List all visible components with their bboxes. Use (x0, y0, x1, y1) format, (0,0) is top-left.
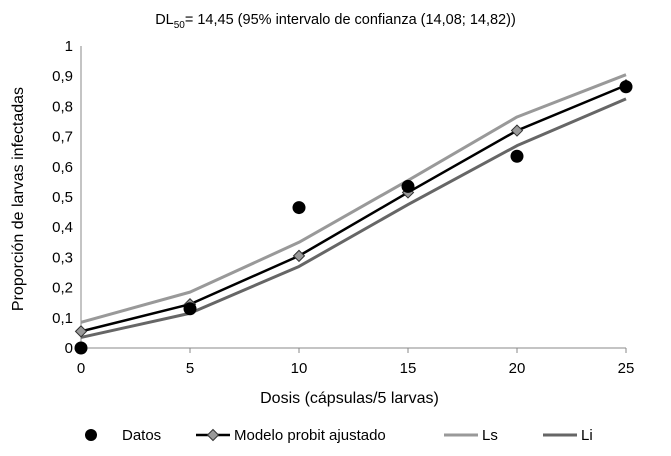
legend-swatch-li (543, 433, 577, 437)
title-prefix: DL (155, 12, 174, 28)
y-tick-label: 1 (65, 38, 73, 55)
x-tick-label: 25 (618, 360, 635, 377)
y-tick-label: 0,3 (52, 249, 73, 266)
x-tick-label: 20 (509, 360, 526, 377)
x-tick-label: 5 (186, 360, 194, 377)
chart-title: DL50= 14,45 (95% intervalo de confianza … (0, 12, 671, 31)
y-tick-label: 0,8 (52, 98, 73, 115)
model-point (510, 124, 524, 137)
data-point (401, 179, 415, 193)
data-point (619, 80, 633, 94)
data-point (510, 149, 524, 163)
legend-label-datos: Datos (122, 426, 162, 444)
model-point (292, 249, 306, 263)
data-point (183, 302, 197, 316)
model-point (74, 325, 88, 338)
legend-swatch-ls (444, 433, 478, 437)
series-line-modelo-probit-ajustado (80, 84, 627, 333)
data-point (74, 341, 88, 355)
y-tick-label: 0,4 (52, 219, 73, 236)
legend-label-modelo: Modelo probit ajustado (234, 426, 386, 444)
x-tick-label: 10 (291, 360, 308, 377)
x-tick-label: 15 (400, 360, 417, 377)
legend-label-ls: Ls (482, 426, 498, 444)
legend-swatch-datos (85, 429, 97, 441)
y-tick-label: 0,1 (52, 310, 73, 327)
x-axis-title: Dosis (cápsulas/5 larvas) (260, 390, 439, 407)
y-axis-title: Proporción de larvas infectadas (10, 87, 27, 311)
legend-swatch-modelo (196, 428, 230, 442)
legend-item-li: Li (543, 424, 593, 446)
legend-item-ls: Ls (444, 424, 498, 446)
y-tick-label: 0,9 (52, 68, 73, 85)
legend-item-modelo: Modelo probit ajustado (196, 424, 386, 446)
legend-label-li: Li (581, 426, 593, 444)
y-tick-label: 0,2 (52, 280, 73, 297)
y-tick-label: 0,6 (52, 159, 73, 176)
series-line-li (80, 97, 627, 339)
legend-item-datos: Datos (84, 424, 161, 446)
y-tick-label: 0 (65, 340, 73, 357)
y-tick-label: 0,5 (52, 189, 73, 206)
title-rest: = 14,45 (95% intervalo de confianza (14,… (184, 12, 516, 28)
title-subscript: 50 (173, 19, 185, 31)
y-tick-label: 0,7 (52, 129, 73, 146)
series-line-ls (80, 73, 627, 324)
legend: Datos Modelo probit ajustado Ls Li (0, 424, 671, 446)
x-tick-label: 0 (77, 360, 85, 377)
data-point (292, 201, 306, 215)
